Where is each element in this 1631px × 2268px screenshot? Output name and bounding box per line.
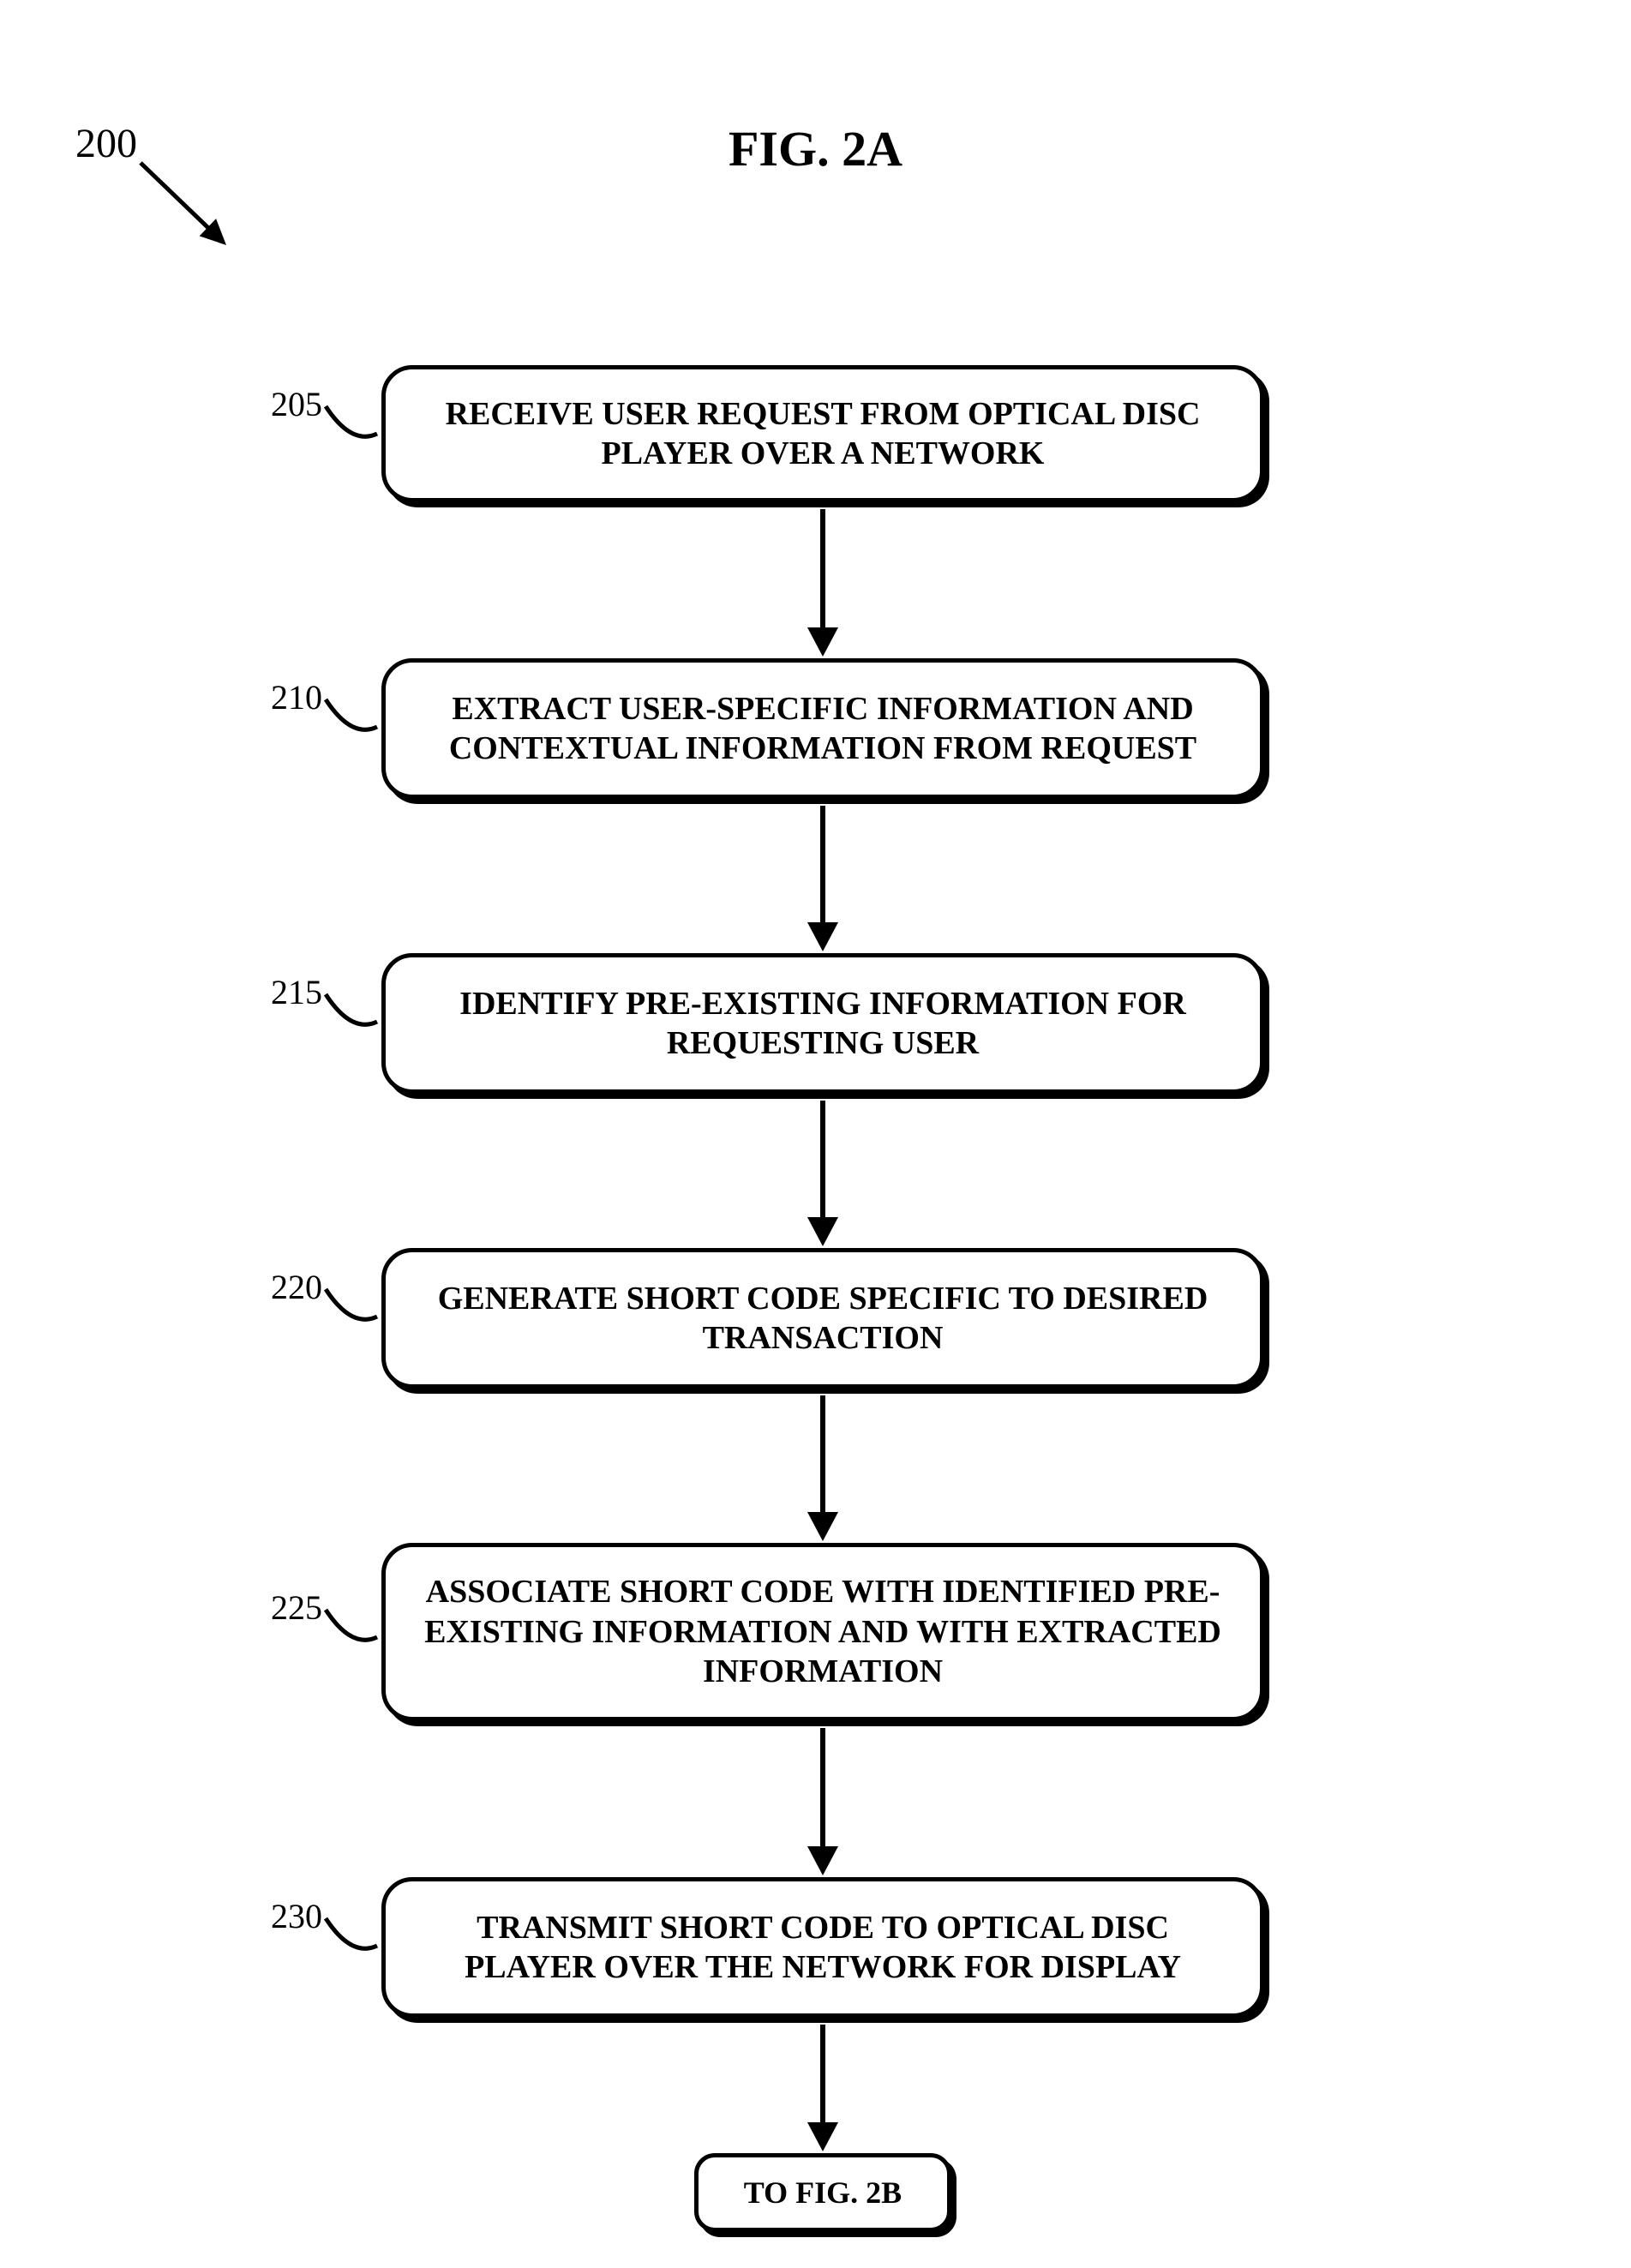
step-box-215: IDENTIFY PRE-EXISTING INFORMATION FOR RE… xyxy=(381,953,1264,1094)
step-box-230: TRANSMIT SHORT CODE TO OPTICAL DISC PLAY… xyxy=(381,1877,1264,2018)
step-label-225: 225 xyxy=(0,1587,322,1628)
step-box-205: RECEIVE USER REQUEST FROM OPTICAL DISC P… xyxy=(381,365,1264,502)
step-label-205: 205 xyxy=(0,384,322,424)
step-box-220: GENERATE SHORT CODE SPECIFIC TO DESIRED … xyxy=(381,1248,1264,1389)
page: FIG. 2A 200 RECEIVE USER REQUEST FROM OP… xyxy=(0,0,1631,2268)
step-label-220: 220 xyxy=(0,1267,322,1307)
step-box-210: EXTRACT USER-SPECIFIC INFORMATION AND CO… xyxy=(381,658,1264,799)
step-box-225: ASSOCIATE SHORT CODE WITH IDENTIFIED PRE… xyxy=(381,1543,1264,1721)
figure-title: FIG. 2A xyxy=(0,120,1631,177)
figure-reference-number: 200 xyxy=(34,120,137,167)
terminal-box: TO FIG. 2B xyxy=(694,2153,951,2232)
step-label-215: 215 xyxy=(0,972,322,1012)
step-label-210: 210 xyxy=(0,677,322,717)
step-label-230: 230 xyxy=(0,1896,322,1936)
